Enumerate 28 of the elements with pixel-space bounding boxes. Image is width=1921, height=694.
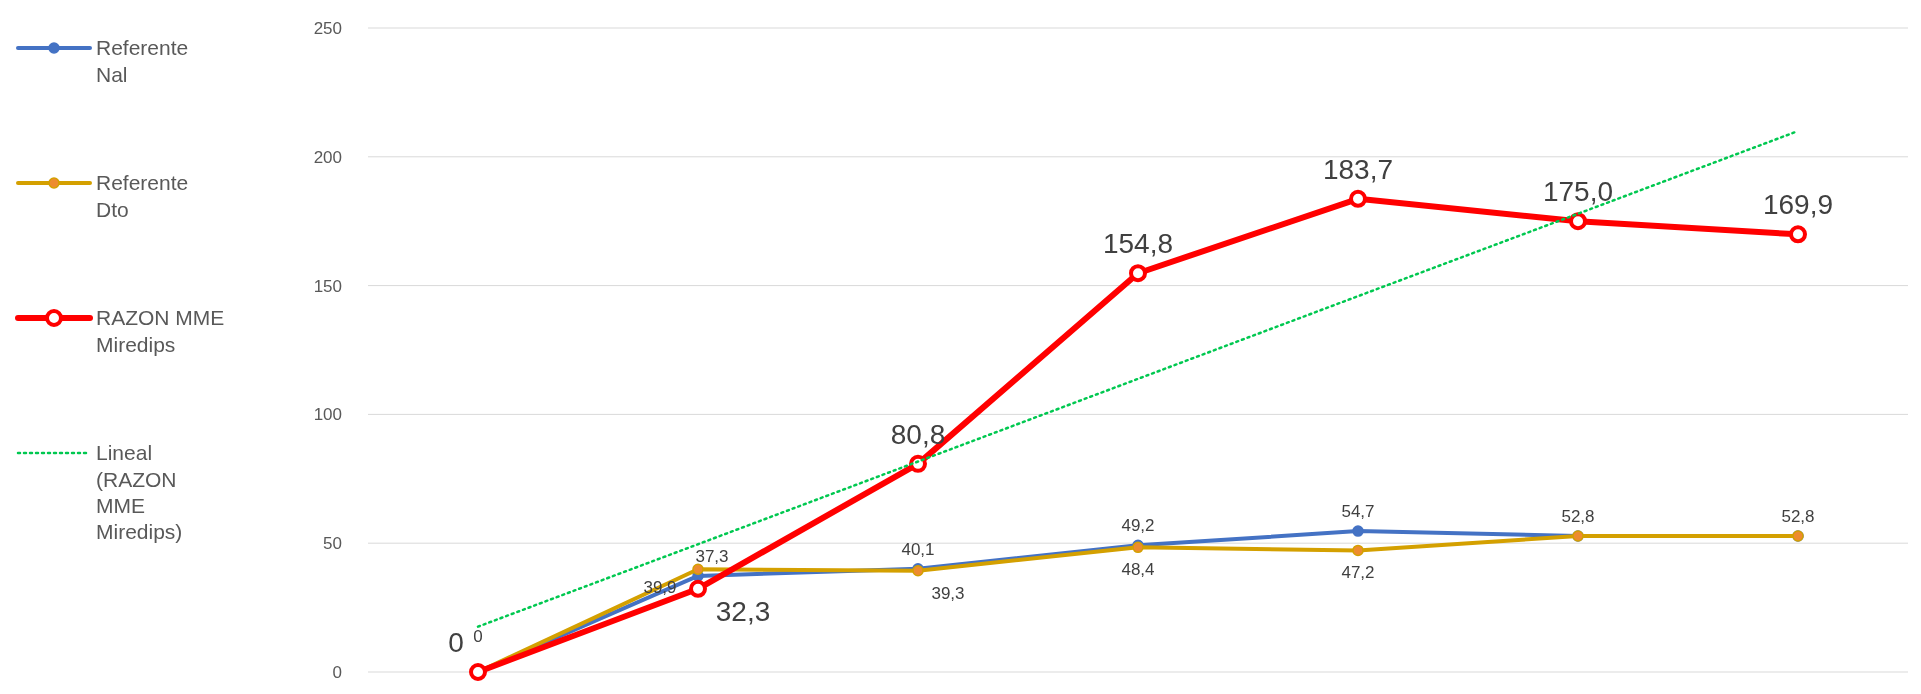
y-tick-label: 50: [323, 534, 342, 554]
data-label: 52,8: [1561, 506, 1595, 526]
y-tick-label: 200: [313, 147, 342, 167]
y-tick-label: 0: [332, 662, 342, 682]
y-tick-label: 150: [313, 276, 342, 296]
data-label: 0: [473, 627, 483, 646]
legend-label: Referente Dto: [96, 171, 189, 221]
data-label: 37,3: [695, 546, 729, 566]
data-label: 32,3: [715, 595, 771, 627]
data-label: 0: [448, 627, 464, 658]
data-label: 39,9: [643, 578, 677, 598]
data-label: 48,4: [1121, 560, 1155, 580]
data-label: 39,3: [931, 583, 965, 603]
data-label: 54,7: [1341, 502, 1375, 522]
data-label: 52,8: [1781, 506, 1815, 526]
y-tick-label: 100: [313, 405, 342, 425]
data-label: 183,7: [1322, 153, 1394, 185]
legend-label: RAZON MME Miredips: [96, 306, 225, 356]
data-label: 40,1: [901, 539, 935, 559]
data-label: 47,2: [1341, 563, 1375, 583]
legend-label: Lineal (RAZON MME Miredips): [96, 441, 183, 544]
data-label: 175,0: [1542, 176, 1614, 208]
data-label: 80,8: [890, 418, 946, 450]
y-tick-label: 250: [313, 18, 342, 38]
data-label: 169,9: [1762, 189, 1834, 221]
data-label: 154,8: [1102, 228, 1174, 260]
legend-label: Referente Nal: [96, 36, 189, 86]
data-label: 49,2: [1121, 516, 1155, 536]
